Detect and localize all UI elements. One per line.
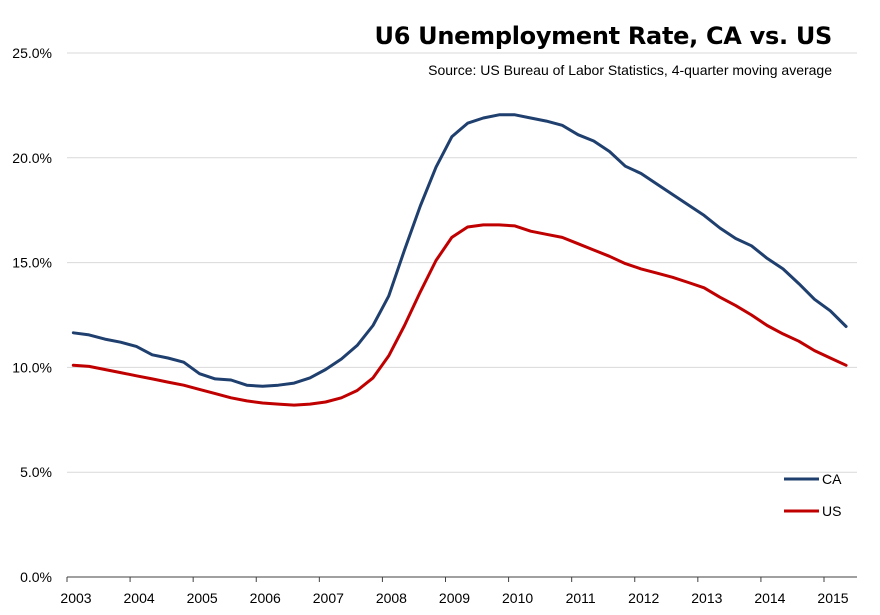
x-tick-label: 2012 (628, 590, 659, 606)
legend: CA US (784, 471, 842, 519)
x-tick-label: 2013 (691, 590, 722, 606)
y-tick-label: 20.0% (12, 150, 52, 166)
x-tick-label: 2015 (817, 590, 848, 606)
x-axis: 2003 2004 2005 2006 2007 2008 2009 2010 2011 2012… (60, 576, 857, 606)
y-tick-label: 15.0% (12, 255, 52, 271)
x-tick-label: 2007 (313, 590, 344, 606)
x-tick-label: 2010 (502, 590, 533, 606)
series-line-ca (71, 113, 848, 388)
legend-label-ca: CA (822, 471, 842, 487)
x-tick-label: 2004 (124, 590, 155, 606)
y-tick-label: 25.0% (12, 45, 52, 61)
legend-label-us: US (822, 503, 841, 519)
x-tick-label: 2009 (439, 590, 470, 606)
y-axis-tick-labels: 0.0% 5.0% 10.0% 15.0% 20.0% 25.0% (12, 45, 52, 585)
x-tick-label: 2003 (60, 590, 91, 606)
x-tick-label: 2011 (566, 590, 596, 606)
x-tick-label: 2008 (376, 590, 407, 606)
chart-subtitle: Source: US Bureau of Labor Statistics, 4… (428, 62, 832, 78)
series-line-us (71, 223, 848, 407)
gridlines (67, 52, 857, 473)
x-tick-label: 2006 (250, 590, 281, 606)
x-tick-label: 2014 (754, 590, 785, 606)
x-tick-label: 2005 (187, 590, 218, 606)
y-tick-label: 5.0% (20, 464, 52, 480)
series-lines (71, 113, 848, 407)
chart-title: U6 Unemployment Rate, CA vs. US (374, 22, 833, 50)
y-tick-label: 0.0% (20, 569, 52, 585)
y-tick-label: 10.0% (12, 359, 52, 375)
